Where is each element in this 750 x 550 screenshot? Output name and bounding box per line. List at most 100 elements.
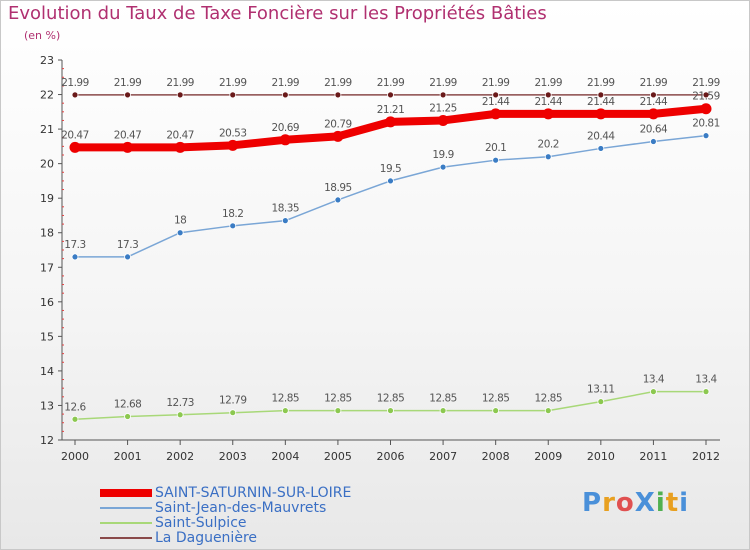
chart-title: Evolution du Taux de Taxe Foncière sur l… [8, 3, 547, 24]
data-point [702, 132, 710, 140]
data-point [702, 91, 710, 99]
data-label: 13.11 [587, 384, 615, 396]
data-point [122, 141, 134, 153]
proxiti-logo: ProXiti [582, 488, 689, 518]
legend-item: La Daguenière [100, 530, 400, 546]
data-label: 17.3 [64, 239, 85, 251]
data-point [490, 108, 502, 120]
y-tick-label: 16 [40, 296, 54, 309]
legend-label: SAINT-SATURNIN-SUR-LOIRE [155, 485, 352, 501]
data-point [439, 91, 447, 99]
data-point [334, 91, 342, 99]
data-label: 18 [174, 215, 186, 227]
y-tick-label: 23 [40, 54, 54, 67]
data-point [385, 116, 396, 128]
logo-letter: X [634, 488, 656, 518]
data-label: 21.99 [324, 77, 352, 89]
data-point [71, 91, 79, 99]
data-point [647, 108, 659, 120]
data-label: 20.44 [587, 130, 615, 142]
legend-label: Saint-Jean-des-Mauvrets [155, 500, 327, 516]
chart-unit-label: (en %) [24, 29, 61, 42]
x-tick-label: 2005 [324, 450, 352, 463]
x-tick-label: 2001 [114, 450, 142, 463]
data-point [229, 222, 237, 230]
data-point [71, 253, 79, 261]
data-label: 21.44 [534, 96, 562, 108]
legend-item: Saint-Sulpice [100, 515, 400, 531]
data-point [281, 407, 289, 415]
data-point [492, 156, 500, 164]
data-point [650, 388, 657, 396]
data-point [281, 217, 289, 225]
x-tick-label: 2003 [219, 450, 247, 463]
y-tick-label: 19 [40, 192, 54, 205]
data-point [229, 409, 237, 417]
logo-letter: t [665, 488, 680, 518]
data-label: 20.64 [640, 124, 668, 136]
data-point [595, 108, 607, 120]
data-point [176, 91, 184, 99]
data-label: 21.99 [166, 77, 194, 89]
legend-swatch [100, 537, 152, 539]
data-point [69, 141, 81, 153]
legend-swatch [100, 522, 152, 524]
data-point [542, 108, 554, 120]
data-label: 21.99 [482, 77, 510, 89]
y-tick-label: 13 [40, 399, 54, 412]
y-tick-label: 21 [40, 123, 54, 136]
y-tick-label: 18 [40, 227, 54, 240]
data-point [437, 114, 449, 126]
data-point [332, 130, 344, 142]
data-point [334, 196, 342, 204]
data-label: 21.99 [219, 77, 247, 89]
data-label: 20.79 [324, 118, 352, 130]
data-label: 20.47 [166, 129, 194, 141]
x-tick-label: 2008 [482, 450, 510, 463]
data-label: 12.68 [114, 399, 142, 411]
data-label: 21.21 [377, 104, 405, 116]
data-label: 20.53 [219, 127, 247, 139]
data-point [174, 141, 186, 153]
y-tick-label: 12 [40, 434, 54, 447]
legend-swatch [100, 489, 152, 497]
data-label: 12.6 [64, 401, 86, 413]
data-point [597, 145, 605, 152]
data-label: 17.3 [117, 239, 138, 251]
y-tick-label: 20 [40, 158, 54, 171]
data-label: 12.85 [482, 393, 510, 405]
data-point [176, 411, 184, 419]
data-label: 18.95 [324, 182, 352, 194]
data-point [279, 134, 291, 146]
data-label: 12.79 [219, 395, 247, 407]
data-point [650, 138, 657, 145]
data-label: 20.2 [538, 139, 559, 151]
logo-letter: i [679, 488, 690, 518]
data-label: 12.85 [534, 393, 562, 405]
y-tick-label: 22 [40, 89, 54, 102]
data-label: 20.69 [272, 122, 300, 134]
legend-item: Saint-Jean-des-Mauvrets [100, 500, 400, 516]
x-tick-label: 2010 [587, 450, 615, 463]
legend-item: SAINT-SATURNIN-SUR-LOIRE [100, 485, 400, 501]
data-label: 12.85 [324, 393, 352, 405]
x-tick-label: 2002 [166, 450, 194, 463]
data-point [702, 388, 710, 396]
x-tick-label: 2009 [534, 450, 562, 463]
data-label: 21.99 [692, 77, 720, 89]
logo-letter: P [582, 488, 603, 518]
data-label: 18.2 [222, 208, 243, 220]
data-label: 12.73 [166, 397, 194, 409]
x-tick-label: 2011 [639, 450, 667, 463]
data-label: 20.1 [485, 142, 506, 154]
data-label: 12.85 [429, 393, 457, 405]
series-line-1 [74, 134, 707, 258]
data-point [176, 229, 184, 237]
legend-label: Saint-Sulpice [155, 515, 247, 531]
x-tick-label: 2007 [429, 450, 457, 463]
data-point [544, 407, 552, 415]
data-point [544, 153, 552, 161]
data-label: 21.44 [640, 96, 668, 108]
data-point [227, 139, 239, 151]
